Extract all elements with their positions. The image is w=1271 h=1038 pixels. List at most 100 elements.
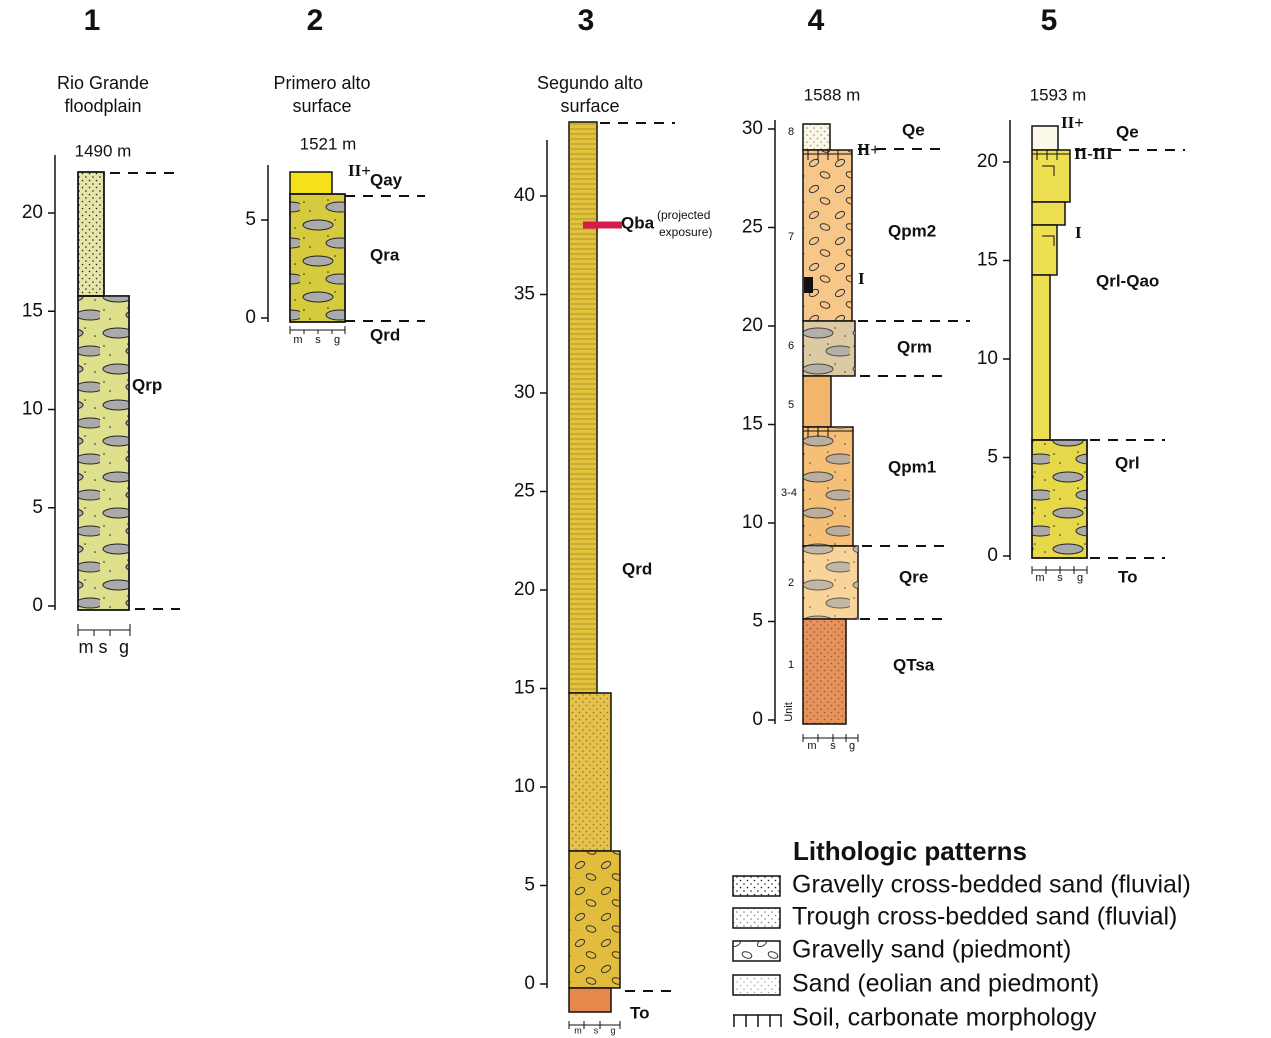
unit-number: 5 [788,399,794,411]
elevation: 1521 m [300,134,357,153]
grain-label: g [119,637,129,657]
tick-label: 0 [245,307,256,328]
legend-item: Gravelly sand (piedmont) [792,936,1071,964]
tick-label: 10 [22,399,43,420]
column-number: 1 [84,4,101,37]
unit-number: 1 [788,659,794,671]
unit-label: Qrl [1115,453,1140,472]
tick-label: 10 [514,776,535,797]
tick-label: 5 [752,611,763,632]
elevation: 1593 m [1030,85,1087,104]
annotation: (projected [657,208,710,222]
tick-label: 30 [742,118,763,139]
grain-label: m [1035,572,1044,584]
tick-label: 20 [977,151,998,172]
column-caption: floodplain [64,96,141,116]
unit-title: Unit [783,702,795,722]
unit-label: Qrp [132,375,162,394]
column-body [802,123,970,742]
grain-label: g [334,334,340,346]
grain-label: s [594,1025,599,1035]
tick-label: 30 [514,382,535,403]
legend-title: Lithologic patterns [793,836,1027,866]
unit-label: Qrd [622,559,652,578]
grain-label: g [610,1025,615,1035]
grain-label: s [315,334,321,346]
unit-number: 2 [788,577,794,589]
tick-label: 25 [742,217,763,238]
legend-swatches [732,875,782,1027]
grain-label: m [574,1025,582,1035]
legend-item: Sand (eolian and piedmont) [792,970,1099,998]
column-body [77,171,180,636]
legend-item: Trough cross-bedded sand (fluvial) [792,903,1177,931]
unit-number: 3-4 [781,487,797,499]
unit-label: Qe [1116,122,1139,141]
elevation: 1490 m [75,141,132,160]
unit-label: To [630,1003,650,1022]
column-caption: Primero alto [273,73,370,93]
column-caption: Segundo alto [537,73,643,93]
column-number: 2 [307,4,324,37]
unit-label: Qba [621,213,655,232]
grain-label: m [293,334,302,346]
column-caption: Rio Grande [57,73,149,93]
unit-label: Qpm2 [888,221,936,240]
unit-label: Qay [370,170,403,189]
unit-number: 7 [788,231,794,243]
soil-stage: II-III [1074,144,1113,163]
grain-label: g [1077,572,1083,584]
grain-label: m [807,740,816,752]
tick-label: 0 [32,595,43,616]
tick-label: 10 [977,348,998,369]
tick-label: 15 [514,678,535,699]
soil-stage: I [1075,223,1082,242]
unit-label: Qre [899,567,928,586]
unit-label: Qrl-Qao [1096,271,1159,290]
grain-label: s [1057,572,1063,584]
grain-label: s [99,637,108,657]
unit-label: Qra [370,245,400,264]
column-number: 5 [1041,4,1058,37]
elevation: 1588 m [804,85,861,104]
unit-label: Qrd [370,325,400,344]
tick-label: 0 [524,973,535,994]
unit-label: Qe [902,120,925,139]
unit-number: 8 [788,126,794,138]
tick-label: 20 [742,315,763,336]
soil-stage: II+ [1061,113,1084,132]
grain-label: m [79,637,94,657]
column-caption: surface [560,96,619,116]
column-body [568,121,675,1029]
soil-stage: I [858,269,865,288]
annotation: exposure) [659,225,712,239]
tick-label: 20 [22,202,43,223]
column-body [289,171,425,334]
tick-label: 40 [514,185,535,206]
tick-label: 20 [514,579,535,600]
unit-label: QTsa [893,655,935,674]
grain-label: g [849,740,855,752]
legend-item: Soil, carbonate morphology [792,1004,1097,1032]
tick-label: 15 [977,250,998,271]
tick-label: 5 [32,497,43,518]
column-caption: surface [292,96,351,116]
soil-stage: II+ [348,161,371,180]
column-body [1031,125,1185,574]
tick-label: 10 [742,512,763,533]
unit-label: Qrm [897,337,932,356]
tick-label: 15 [742,414,763,435]
tick-label: 5 [987,447,998,468]
tick-label: 25 [514,481,535,502]
tick-label: 0 [752,709,763,730]
soil-stage: II+ [857,140,880,159]
tick-label: 0 [987,545,998,566]
tick-label: 35 [514,284,535,305]
unit-number: 6 [788,340,794,352]
tick-label: 15 [22,300,43,321]
grain-label: s [830,740,836,752]
column-number: 4 [808,4,825,37]
tick-label: 5 [524,875,535,896]
unit-label: To [1118,567,1138,586]
